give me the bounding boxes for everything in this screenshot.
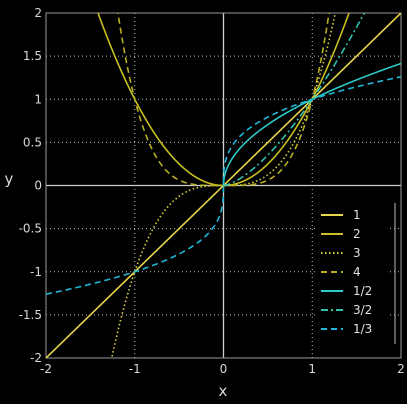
axes [45, 12, 402, 359]
tick-labels: -2 -1 0 1 2 -2 -1.5 -1 -0.5 0 0.5 1 1.5 2 [19, 6, 405, 376]
y-tick-label: 0.5 [23, 135, 42, 149]
series-line-3-2 [223, 13, 366, 187]
legend-label: 2 [353, 227, 361, 241]
y-tick-label: 2 [34, 6, 42, 20]
legend-label: 1/2 [353, 284, 372, 298]
y-tick-label: -1.5 [19, 308, 42, 322]
y-tick-label: -1 [30, 265, 42, 279]
x-tick-label: 1 [308, 362, 316, 376]
y-tick-label: 0 [34, 179, 42, 193]
x-tick-label: -1 [129, 362, 141, 376]
legend-label: 1 [353, 208, 361, 222]
y-tick-label: 1.5 [23, 49, 42, 63]
series-line-1-3 [46, 76, 401, 295]
legend-box [317, 203, 387, 344]
plot-frame [45, 12, 402, 359]
x-tick-label: -2 [40, 362, 52, 376]
legend-label: 1/3 [353, 322, 372, 336]
series-line-3 [110, 13, 337, 358]
y-tick-label: -2 [30, 351, 42, 365]
legend-label: 4 [353, 265, 361, 279]
legend-label: 3/2 [353, 303, 372, 317]
y-tick-label: -0.5 [19, 222, 42, 236]
legend-label: 3 [353, 246, 361, 260]
y-tick-label: 1 [34, 92, 42, 106]
series-group [46, 13, 401, 358]
x-tick-label: 2 [397, 362, 405, 376]
y-axis-label: y [5, 170, 14, 188]
x-tick-label: 0 [220, 362, 228, 376]
legend: 1 2 3 4 1/2 3/2 1/3 [317, 203, 396, 344]
x-axis-label: x [219, 382, 228, 400]
